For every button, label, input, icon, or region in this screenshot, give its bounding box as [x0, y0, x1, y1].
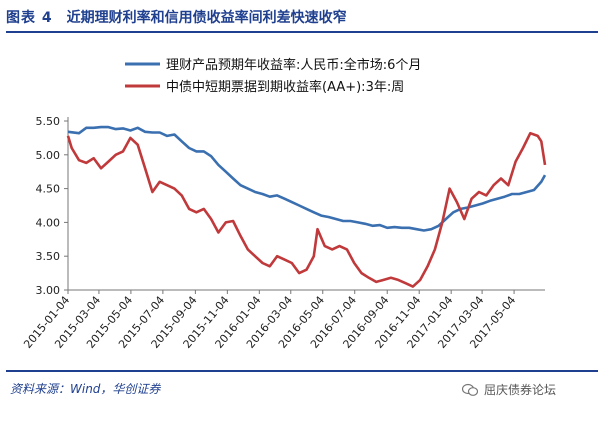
wechat-icon — [462, 383, 478, 396]
watermark: 屈庆债券论坛 — [462, 381, 556, 398]
legend: 理财产品预期年收益率:人民币:全市场:6个月中债中短期票据到期收益率(AA+):… — [125, 57, 421, 95]
y-tick-label: 4.00 — [36, 216, 61, 229]
y-tick-label: 4.50 — [36, 183, 61, 196]
series-line-2 — [66, 131, 547, 288]
source-note: 资料来源：Wind，华创证券 — [10, 382, 161, 396]
line-chart: 理财产品预期年收益率:人民币:全市场:6个月中债中短期票据到期收益率(AA+):… — [21, 57, 547, 351]
x-axis: 2015-01-042015-03-042015-05-042015-07-04… — [21, 289, 545, 351]
y-tick-label: 5.50 — [36, 115, 61, 128]
legend-label-1: 理财产品预期年收益率:人民币:全市场:6个月 — [166, 57, 421, 73]
legend-label-2: 中债中短期票据到期收益率(AA+):3年:周 — [166, 79, 404, 95]
y-tick-label: 3.50 — [36, 250, 61, 263]
series-line-1 — [67, 125, 547, 232]
figure-label: 图表 4 — [6, 10, 53, 26]
series-group — [66, 125, 547, 288]
footer-divider — [6, 370, 598, 372]
y-tick-label: 5.00 — [36, 149, 61, 162]
chart-title: 近期理财利率和信用债收益率间利差快速收窄 — [66, 10, 347, 26]
y-tick-label: 3.00 — [36, 284, 61, 297]
watermark-text: 屈庆债券论坛 — [484, 383, 557, 397]
title-divider — [6, 31, 598, 33]
y-axis: 5.50 5.00 4.50 4.00 3.50 3.00 — [36, 115, 69, 297]
title-row: 图表 4 近期理财利率和信用债收益率间利差快速收窄 — [6, 4, 598, 30]
